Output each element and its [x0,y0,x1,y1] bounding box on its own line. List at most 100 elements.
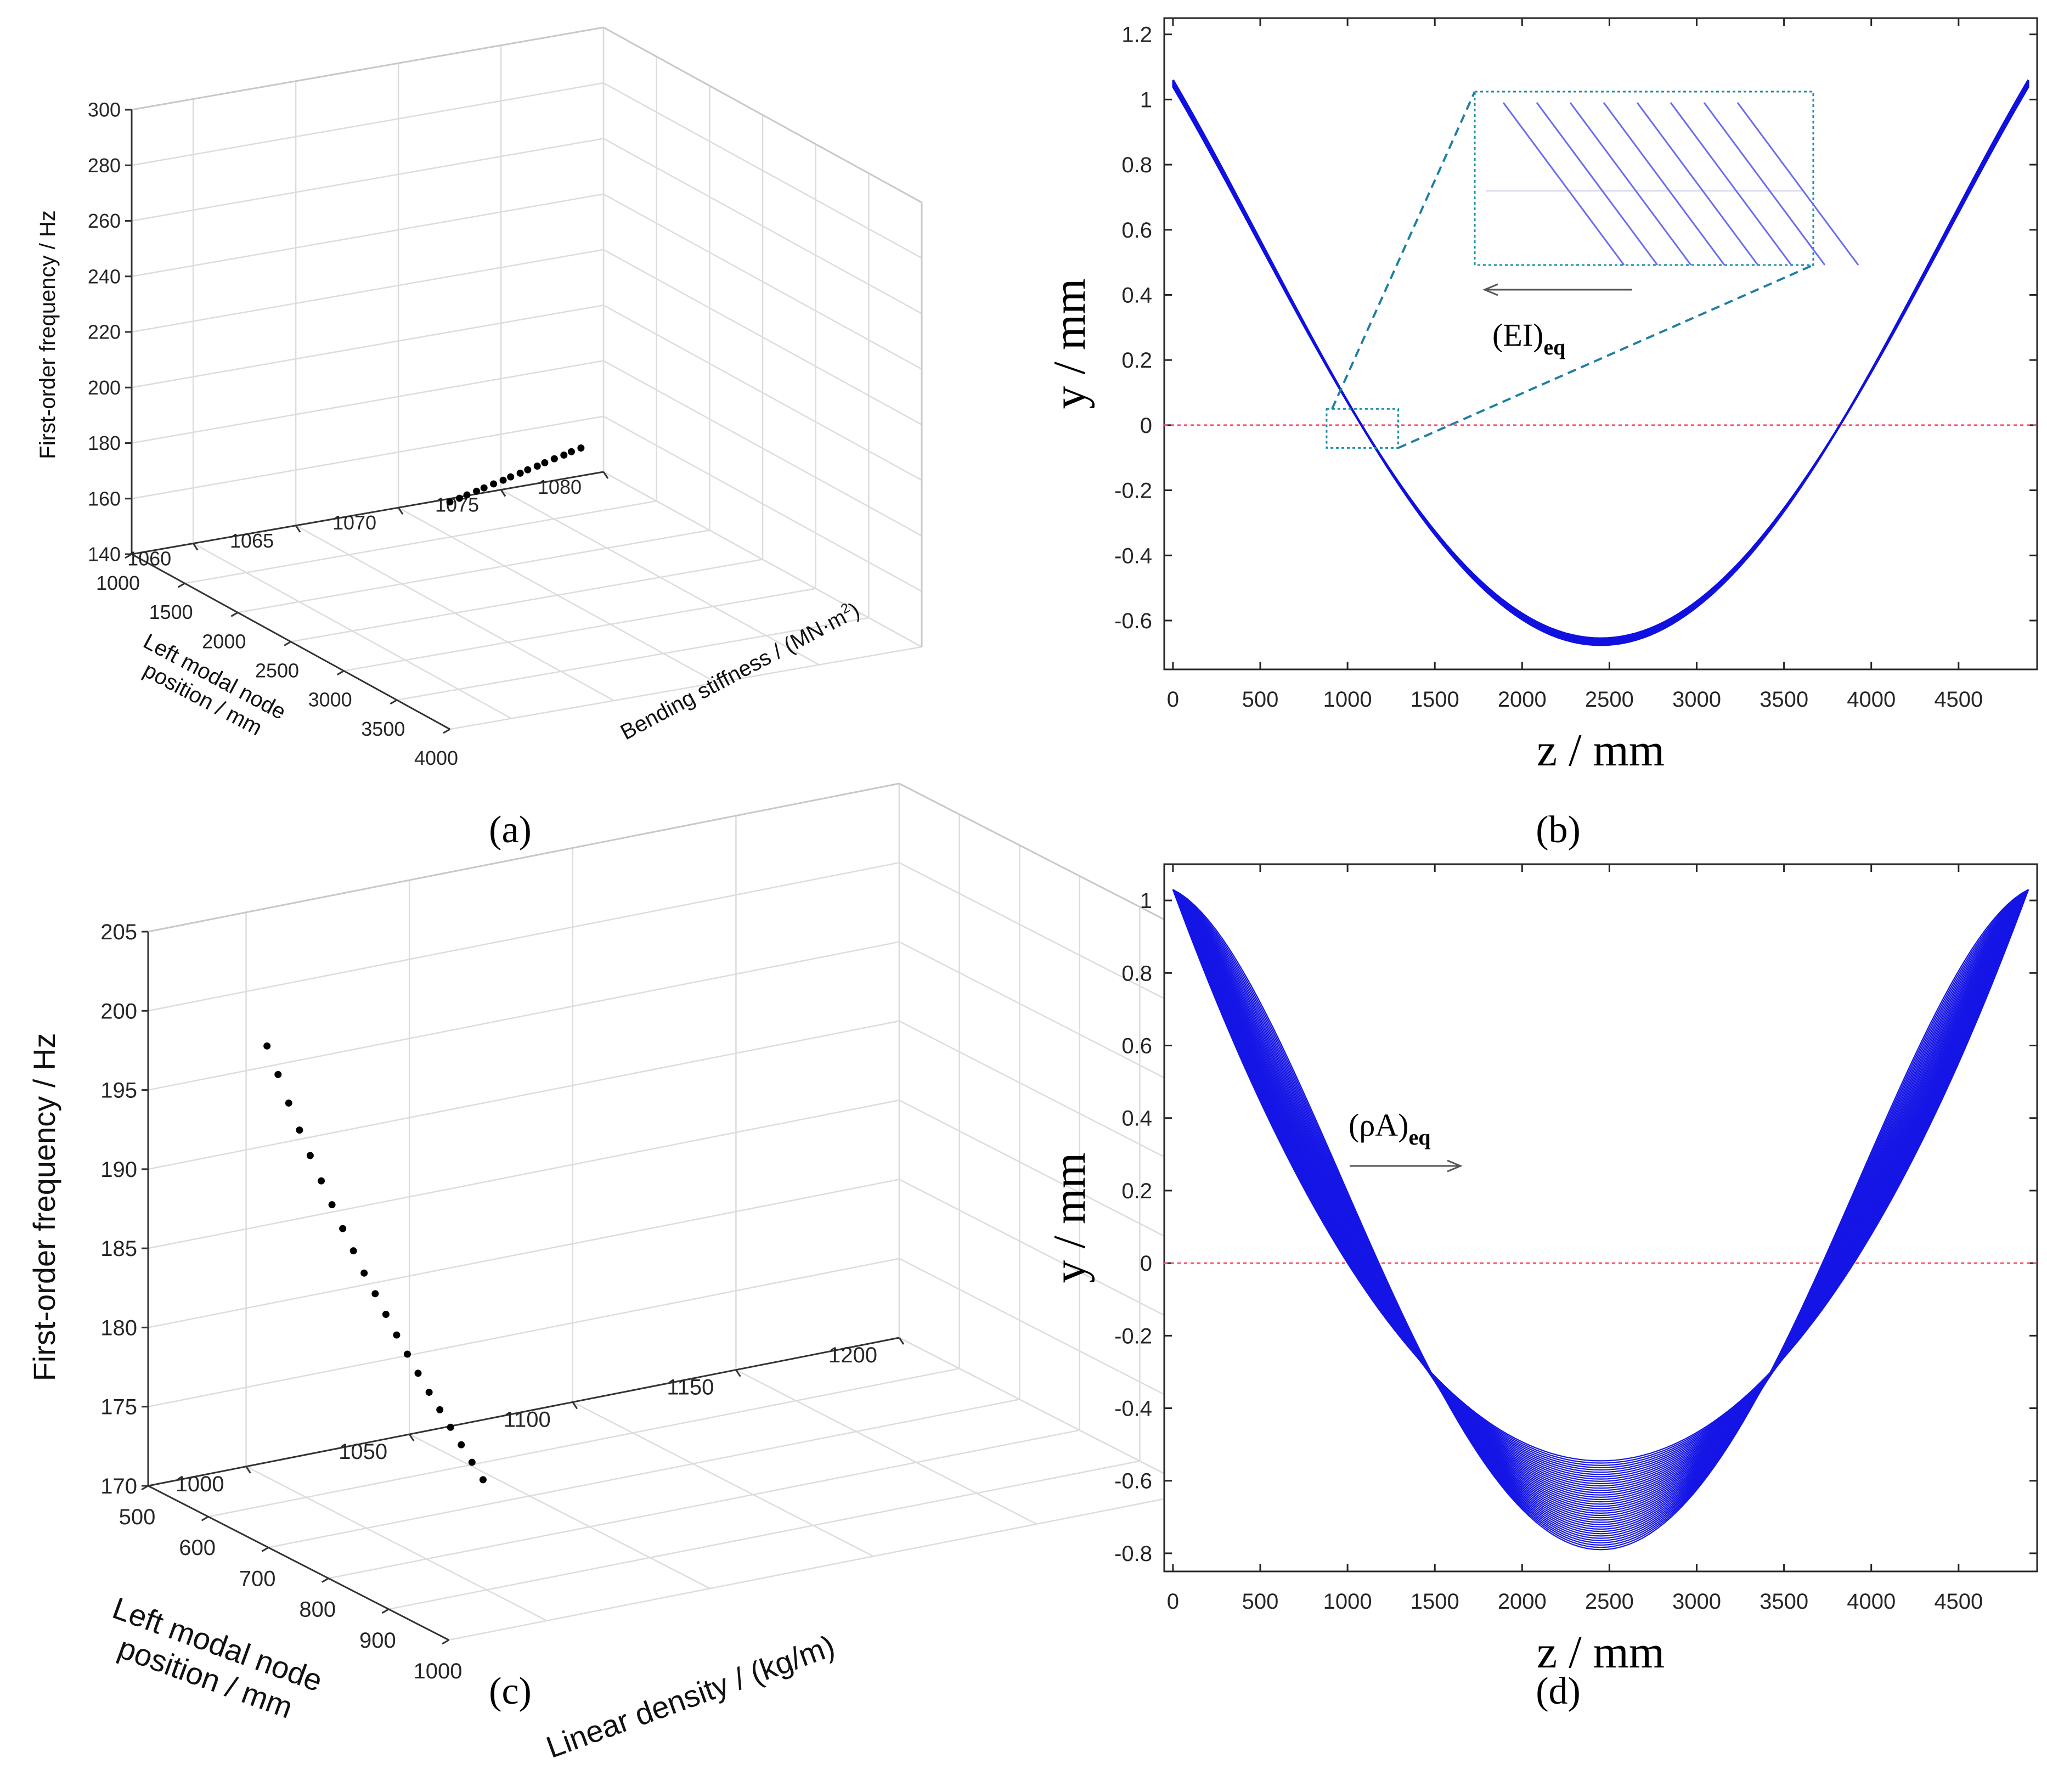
box-edge [899,782,1200,939]
x-tick-mark [322,1577,329,1583]
plot-area [1163,863,2038,1573]
y-tick-label: 1000 [176,1472,224,1496]
y-tick-label: 1150 [667,1376,714,1400]
inset-series-line [1569,102,1692,266]
data-point [296,1126,303,1134]
z-tick-label: 200 [88,376,121,399]
z-tick-label: 175 [100,1395,137,1419]
series-line [1172,889,2029,1517]
annotation-subscript: eq [1543,335,1565,359]
backwall-grid-z [131,360,604,444]
y-axis-label: y / mm [1044,1152,1095,1283]
sidewall-grid-z [899,1337,1200,1493]
x-tick-label: 500 [1242,688,1279,712]
sidewall-grid-z [899,1020,1200,1176]
inset-series-line [1502,102,1625,266]
data-point [533,462,541,470]
x-tick-label: 500 [1242,1590,1279,1614]
series-line [1172,889,2029,1530]
series-line [1172,889,2029,1491]
data-point [479,1476,487,1484]
data-point [425,1388,433,1396]
annotation-text: (ρA) [1349,1107,1408,1143]
x-axis-label: z / mm [1537,725,1665,776]
y-tick-mark [735,1369,741,1377]
floor-grid-x [268,1399,1020,1548]
z-tick-label: 220 [88,321,121,343]
x-tick-mark [284,641,291,646]
y-tick-mark [192,543,199,551]
series-line [1172,889,2029,1528]
data-point [499,476,507,484]
box-edge [603,26,922,204]
z-tick-label: 300 [88,99,121,121]
data-point [577,444,585,452]
x-axis-label: z / mm [1537,1627,1665,1678]
backwall-grid-z [148,1179,900,1328]
y-tick-label: 1200 [828,1343,877,1367]
y-tick-label: 1070 [332,511,376,534]
y-tick-mark [500,489,506,497]
data-point [480,484,488,492]
floor-grid-x [184,500,657,584]
series-line [1172,889,2029,1468]
z-axis-label: First-order frequency / Hz [27,1033,61,1382]
y-tick-label: -0.6 [1114,1469,1152,1494]
floor-grid-y [398,507,717,684]
z-tick-label: 205 [100,920,137,944]
floor-grid-x [290,559,763,643]
data-point [403,1350,411,1358]
backwall-grid-z [131,415,604,499]
annotation-arrow-head [1482,283,1498,296]
backwall-grid-z [131,138,604,222]
x-tick-label: 3000 [1672,688,1721,712]
series-line [1172,889,2029,1494]
x-tick-label: 2000 [202,630,246,652]
floor-grid-y [409,1433,710,1590]
y-tick-label: -0.4 [1114,1397,1152,1421]
y-axis-line [148,1337,900,1487]
panel-b-label: (b) [1536,809,1581,851]
backwall-grid-z [131,82,604,166]
x-tick-mark [443,728,450,734]
data-point [436,1406,444,1413]
series-line [1172,889,2029,1462]
z-axis-label: First-order frequency / Hz [36,210,60,459]
y-tick-label: 0.6 [1121,218,1152,243]
data-point [349,1247,357,1255]
data-point [541,459,549,466]
x-tick-label: 1500 [1411,1590,1459,1614]
x-tick-label: 3000 [1672,1590,1721,1614]
annotation-subscript: eq [1408,1125,1430,1149]
series-line [1172,79,2029,646]
inset-leader-line [1331,91,1476,410]
x-tick-label: 1500 [1411,688,1459,712]
floor-grid-x [238,529,710,613]
series-line [1172,889,2029,1537]
series-line [1172,889,2029,1523]
data-point [274,1070,282,1078]
x-tick-mark [390,699,398,705]
z-tick-label: 195 [100,1079,137,1103]
y-tick-mark [397,507,404,515]
backwall-grid-z [131,193,604,277]
x-tick-label: 4000 [1847,1590,1896,1614]
data-point [371,1290,379,1298]
series-line [1172,889,2029,1519]
x-tick-label: 3500 [361,718,405,740]
backwall-grid-z [131,249,604,333]
x-tick-label: 4500 [1934,688,1983,712]
data-point [414,1370,422,1377]
y-tick-label: 1065 [230,529,274,552]
x-tick-label: 2500 [255,660,299,682]
y-tick-label: 0.8 [1121,961,1152,985]
x-tick-label: 900 [359,1628,396,1653]
y-tick-label: 1080 [538,476,582,498]
data-point [473,487,481,495]
series-line [1172,889,2029,1503]
data-point [550,455,558,463]
x-tick-mark [230,612,239,617]
y-tick-label: 0.2 [1121,348,1152,373]
y-tick-label: -0.6 [1114,609,1152,633]
y-tick-label: -0.8 [1114,1542,1152,1566]
